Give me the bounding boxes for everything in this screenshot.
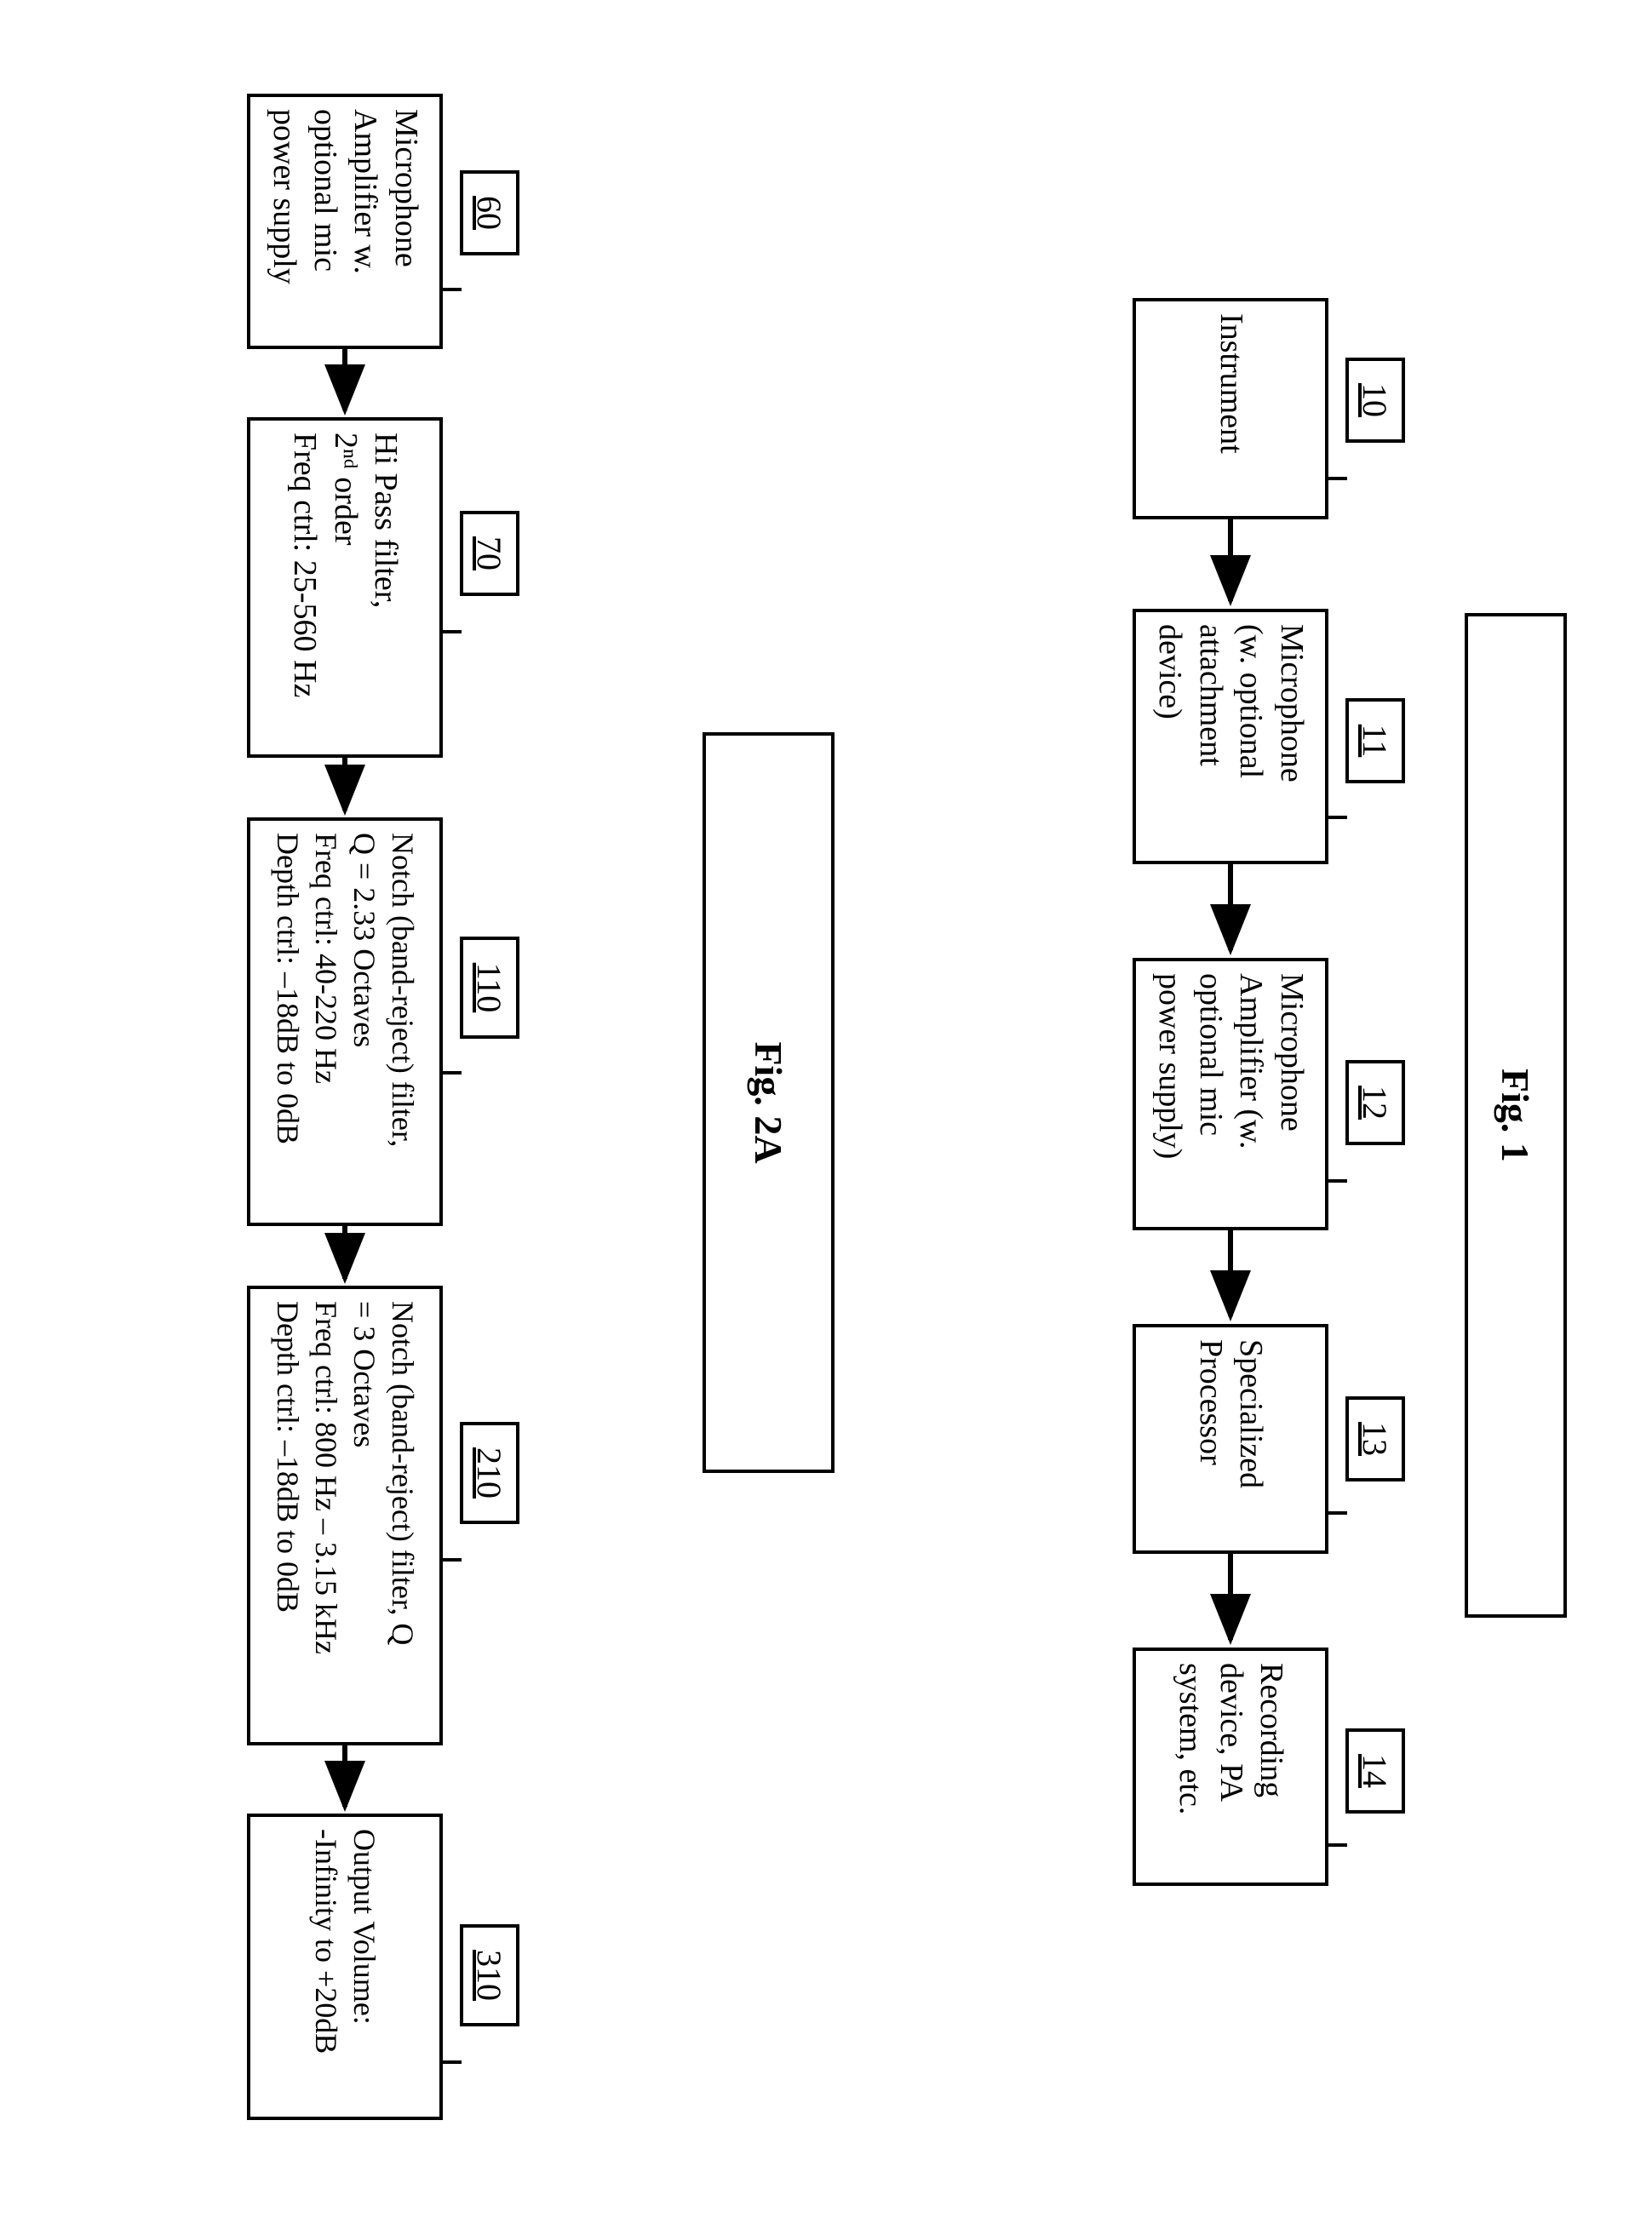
fig2a-arrows (0, 0, 1652, 2235)
diagram-surface: Fig. 1 Instrument 10 Microphone (w. opti… (0, 0, 1652, 2235)
